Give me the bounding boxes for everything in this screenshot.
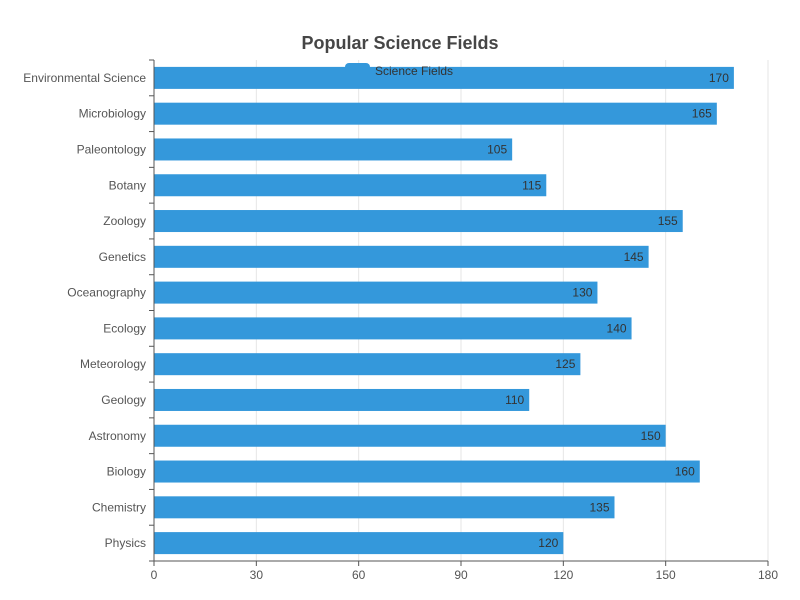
category-label: Botany <box>109 178 146 192</box>
data-label: 145 <box>624 250 644 264</box>
bar[interactable] <box>154 138 513 161</box>
category-label: Geology <box>101 393 146 407</box>
bars <box>154 66 734 555</box>
data-label: 130 <box>572 286 592 300</box>
bar[interactable] <box>154 174 547 197</box>
category-label: Microbiology <box>79 107 146 121</box>
bar[interactable] <box>154 460 700 483</box>
x-tick-label: 30 <box>250 568 264 582</box>
bar[interactable] <box>154 496 615 519</box>
data-label: 135 <box>589 500 609 514</box>
category-label: Genetics <box>99 250 146 264</box>
data-label: 155 <box>658 214 678 228</box>
bar[interactable] <box>154 388 530 411</box>
data-label: 160 <box>675 465 695 479</box>
bar[interactable] <box>154 210 683 233</box>
category-label: Oceanography <box>67 286 146 300</box>
x-tick-label: 180 <box>758 568 778 582</box>
category-label: Chemistry <box>92 500 146 514</box>
bar[interactable] <box>154 102 717 125</box>
bar[interactable] <box>154 424 666 447</box>
legend-swatch <box>345 63 370 77</box>
category-label: Ecology <box>103 321 146 335</box>
bar[interactable] <box>154 317 632 340</box>
category-label: Biology <box>107 465 146 479</box>
category-label: Environmental Science <box>23 71 146 85</box>
bar[interactable] <box>154 532 564 555</box>
bar[interactable] <box>154 353 581 376</box>
x-tick-label: 120 <box>553 568 573 582</box>
category-label: Meteorology <box>80 357 146 371</box>
data-label: 170 <box>709 71 729 85</box>
data-label: 165 <box>692 107 712 121</box>
data-label: 150 <box>641 429 661 443</box>
category-label: Zoology <box>103 214 146 228</box>
axes <box>149 59 768 562</box>
x-tick-label: 0 <box>151 568 158 582</box>
x-tick-labels: 0 30 60 90 120 150 180 <box>151 568 779 582</box>
x-tick-label: 60 <box>352 568 366 582</box>
legend[interactable]: Science Fields <box>345 63 453 78</box>
data-labels: 170 165 105 115 155 145 130 140 125 110 150 160 135 1… <box>487 71 729 550</box>
category-label: Paleontology <box>77 142 146 156</box>
grid-lines <box>153 60 769 566</box>
bar[interactable] <box>154 281 598 304</box>
data-label: 140 <box>607 321 627 335</box>
data-label: 105 <box>487 142 507 156</box>
bar[interactable] <box>154 245 649 268</box>
legend-label: Science Fields <box>375 64 453 78</box>
data-label: 120 <box>538 536 558 550</box>
x-tick-label: 150 <box>656 568 676 582</box>
category-label: Astronomy <box>89 429 146 443</box>
bar[interactable] <box>154 66 734 89</box>
data-label: 110 <box>505 393 524 407</box>
data-label: 125 <box>555 357 575 371</box>
category-labels: Environmental Science Microbiology Paleont… <box>23 71 146 550</box>
chart-title: Popular Science Fields <box>301 33 498 53</box>
x-tick-label: 90 <box>454 568 468 582</box>
data-label: 115 <box>522 178 541 192</box>
category-label: Physics <box>105 536 146 550</box>
